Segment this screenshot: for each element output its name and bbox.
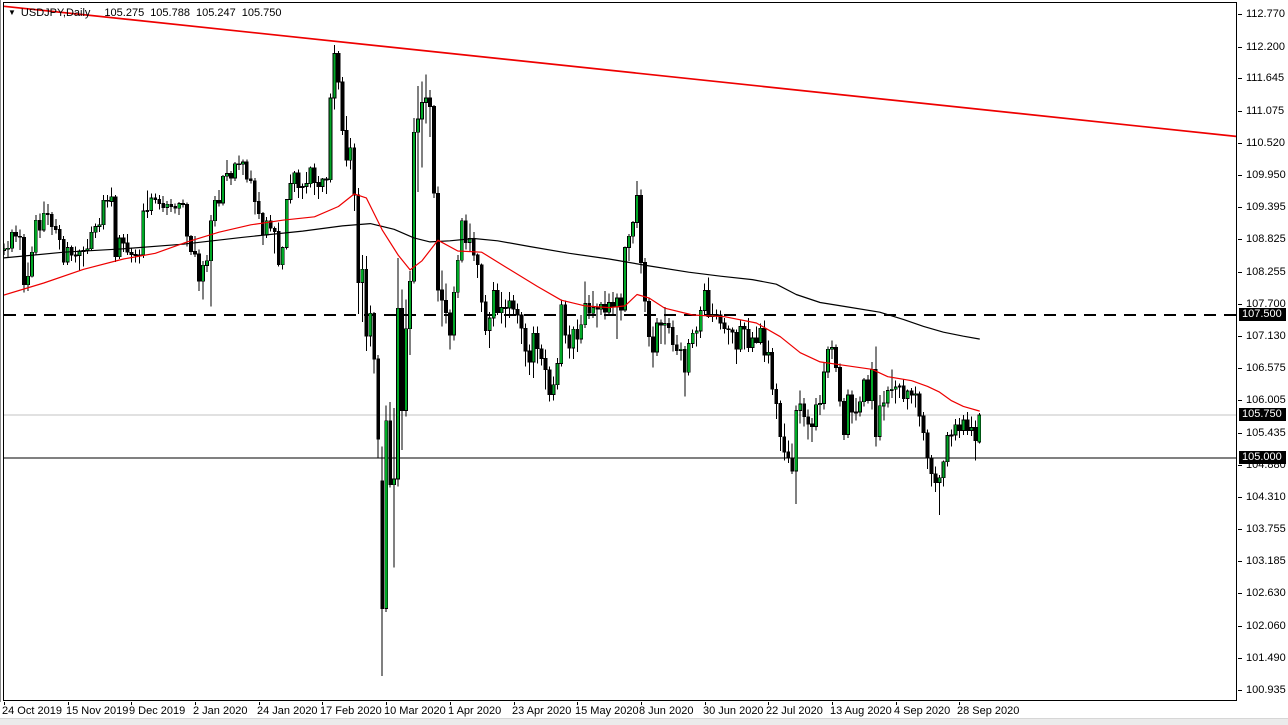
price-axis-tick-label: 107.700 — [1246, 298, 1286, 310]
price-axis[interactable]: 112.770 112.200 111.645 111.075 110.520 109.9… — [1238, 0, 1288, 702]
time-axis-tick-label: 24 Jan 2020 — [257, 705, 318, 717]
time-axis-tick — [832, 702, 833, 705]
price-axis-tick-label: 102.060 — [1246, 620, 1286, 632]
price-axis-tick-label: 108.255 — [1246, 266, 1286, 278]
candlestick-chart-canvas[interactable] — [4, 3, 1236, 700]
price-axis-tick-label: 111.645 — [1246, 72, 1285, 84]
price-axis-tick — [1238, 175, 1242, 176]
price-axis-tick-label: 110.520 — [1246, 137, 1285, 149]
price-axis-tick — [1238, 239, 1242, 240]
price-axis-tick — [1238, 272, 1242, 273]
price-axis-tick — [1238, 593, 1242, 594]
time-axis-tick — [577, 702, 578, 705]
time-axis-tick-label: 23 Apr 2020 — [512, 705, 572, 717]
price-axis-tick — [1238, 368, 1242, 369]
time-axis-tick — [68, 702, 69, 705]
price-line-axis-label: 105.000 — [1239, 451, 1286, 464]
price-axis-tick — [1238, 143, 1242, 144]
chart-title: ▼ USDJPY,Daily 105.275 105.788 105.247 105.75… — [8, 7, 281, 19]
time-axis-tick — [131, 702, 132, 705]
price-axis-tick — [1238, 497, 1242, 498]
price-axis-tick-label: 109.950 — [1246, 169, 1286, 181]
symbol-timeframe-label: USDJPY,Daily — [20, 7, 91, 19]
time-axis-tick-label: 2 Jan 2020 — [193, 705, 248, 717]
price-axis-tick — [1238, 304, 1242, 305]
price-axis-tick — [1238, 336, 1242, 337]
price-axis-tick-label: 102.630 — [1246, 587, 1286, 599]
time-axis-tick — [322, 702, 323, 705]
price-axis-tick-label: 112.200 — [1246, 41, 1285, 53]
price-axis-tick — [1238, 690, 1242, 691]
time-axis-tick — [705, 702, 706, 705]
price-axis-tick — [1238, 47, 1242, 48]
time-axis-tick-label: 9 Dec 2019 — [129, 705, 186, 717]
time-axis-tick-label: 22 Jul 2020 — [766, 705, 823, 717]
price-axis-tick — [1238, 14, 1242, 15]
time-axis-tick — [4, 702, 5, 705]
ohlc-high: 105.788 — [150, 7, 190, 19]
price-axis-tick-label: 107.130 — [1246, 330, 1286, 342]
window-bottom-strip — [0, 718, 1288, 725]
price-axis-tick — [1238, 207, 1242, 208]
time-axis-tick-label: 13 Aug 2020 — [830, 705, 892, 717]
price-axis-tick-label: 103.185 — [1246, 555, 1286, 567]
price-axis-tick — [1238, 400, 1242, 401]
time-axis-tick-label: 28 Sep 2020 — [957, 705, 1020, 717]
time-axis-tick-label: 24 Oct 2019 — [2, 705, 62, 717]
price-line-axis-label: 105.750 — [1239, 408, 1286, 421]
price-axis-tick — [1238, 111, 1242, 112]
time-axis-tick — [641, 702, 642, 705]
price-axis-tick-label: 108.825 — [1246, 233, 1286, 245]
time-axis-tick — [259, 702, 260, 705]
price-axis-tick-label: 105.435 — [1246, 427, 1286, 439]
time-axis-tick — [195, 702, 196, 705]
price-axis-tick-label: 111.075 — [1246, 105, 1285, 117]
price-axis-tick-label: 104.310 — [1246, 491, 1286, 503]
price-axis-tick — [1238, 561, 1242, 562]
window-edge — [0, 0, 1, 725]
price-axis-tick — [1238, 626, 1242, 627]
time-axis-tick — [386, 702, 387, 705]
price-axis-tick — [1238, 465, 1242, 466]
time-axis-tick — [768, 702, 769, 705]
time-axis-tick — [514, 702, 515, 705]
time-axis-tick-label: 1 Apr 2020 — [448, 705, 502, 717]
time-axis-tick — [959, 702, 960, 705]
time-axis-tick-label: 17 Feb 2020 — [320, 705, 382, 717]
price-axis-tick — [1238, 433, 1242, 434]
time-axis-tick-label: 10 Mar 2020 — [384, 705, 446, 717]
time-axis-tick-label: 15 May 2020 — [575, 705, 639, 717]
price-axis-tick-label: 100.935 — [1246, 684, 1286, 696]
ohlc-close: 105.750 — [241, 7, 282, 19]
time-axis-tick-label: 4 Sep 2020 — [894, 705, 951, 717]
time-axis-tick-label: 15 Nov 2019 — [66, 705, 129, 717]
price-axis-tick-label: 112.770 — [1246, 8, 1285, 20]
time-axis-tick-label: 30 Jun 2020 — [703, 705, 764, 717]
price-axis-tick-label: 109.395 — [1246, 201, 1286, 213]
time-axis-tick-label: 8 Jun 2020 — [639, 705, 694, 717]
time-axis-tick — [450, 702, 451, 705]
price-axis-tick-label: 101.490 — [1246, 652, 1286, 664]
price-axis-tick-label: 106.005 — [1246, 394, 1286, 406]
ohlc-low: 105.247 — [195, 7, 236, 19]
ohlc-open: 105.275 — [104, 7, 145, 19]
price-line-axis-label: 107.500 — [1239, 308, 1286, 321]
price-axis-tick — [1238, 658, 1242, 659]
dropdown-icon[interactable]: ▼ — [8, 8, 16, 17]
price-axis-tick-label: 106.575 — [1246, 362, 1286, 374]
time-axis[interactable]: 24 Oct 2019 15 Nov 2019 9 Dec 2019 2 Jan 20… — [0, 702, 1238, 718]
chart-plot-area[interactable]: ▼ USDJPY,Daily 105.275 105.788 105.247 105.75… — [3, 2, 1237, 701]
price-axis-tick — [1238, 78, 1242, 79]
price-axis-tick — [1238, 529, 1242, 530]
price-axis-tick-label: 103.755 — [1246, 523, 1286, 535]
time-axis-tick — [896, 702, 897, 705]
